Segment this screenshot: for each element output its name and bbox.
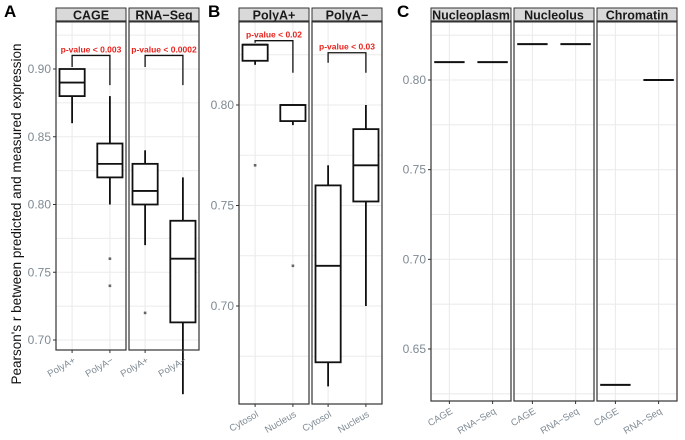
facet-strip [238, 7, 310, 23]
facet-frame [55, 20, 127, 351]
facet-strip [55, 7, 127, 23]
x-tick-label: PolyA− [157, 355, 189, 380]
facet-frame [430, 20, 512, 402]
box-iqr [241, 43, 269, 62]
facet-frame [128, 20, 200, 351]
facet-chromatin: Chromatin CAGE RNA−Seq [592, 7, 678, 437]
outlier-point [253, 164, 257, 167]
facet-nucleoplasm: Nucleoplasm CAGE RNA−Seq [426, 7, 512, 437]
facet-strip [513, 7, 595, 23]
significance-bracket [144, 54, 184, 86]
box-iqr [96, 142, 124, 179]
y-tick-label: 0.65 [403, 342, 427, 356]
panels: A 0.70 0.75 0.80 0.85 0.90 CAGE p-value < 0.003… [4, 2, 678, 437]
x-tick-label: PolyA+ [119, 355, 151, 380]
significance-bracket [327, 52, 367, 73]
p-value-label: p-value < 0.02 [246, 30, 302, 40]
facet-frame [596, 20, 678, 402]
x-tick-label: PolyA− [84, 355, 116, 380]
p-value-label: p-value < 0.03 [319, 42, 375, 52]
p-value-label: p-value < 0.0002 [131, 44, 197, 54]
facet-strip [128, 7, 200, 23]
y-tick-label: 0.80 [403, 73, 427, 87]
facet-strip [430, 7, 512, 23]
facet-title: Nucleoplasm [432, 9, 510, 23]
y-tick-label: 0.80 [28, 198, 52, 212]
facet-frame [513, 20, 595, 402]
facet-title: PolyA− [326, 9, 369, 23]
outlier-point [108, 257, 112, 260]
facet-title: Nucleolus [524, 9, 584, 23]
facet-strip [311, 7, 383, 23]
x-tick-label: PolyA+ [46, 355, 78, 380]
x-tick-label: CAGE [426, 406, 455, 429]
facet-title: PolyA+ [253, 9, 296, 23]
box-polya [58, 68, 86, 124]
y-tick-label: 0.90 [28, 62, 52, 76]
outlier-point [143, 311, 147, 315]
outlier-point [291, 264, 295, 268]
box-polya [169, 177, 197, 395]
x-tick-label: Cytosol [228, 409, 261, 434]
box-polya [131, 150, 159, 315]
panel-letter-B: B [208, 2, 220, 21]
facet-polya-: PolyA+ p-value < 0.02 Cytosol Nucleus [228, 7, 310, 436]
box-nucleus [352, 105, 380, 306]
facet-polya-: PolyA− p-value < 0.03 Cytosol Nucleus [301, 7, 383, 436]
x-tick-label: RNA−Seq [539, 406, 581, 437]
box-cytosol [314, 165, 342, 387]
y-tick-label: 0.70 [28, 333, 52, 347]
x-tick-label: Cytosol [301, 409, 334, 434]
box-iqr [314, 184, 342, 364]
facet-frame [311, 20, 383, 405]
x-tick-label: RNA−Seq [622, 406, 664, 437]
facet-nucleolus: Nucleolus CAGE RNA−Seq [509, 7, 595, 437]
y-tick-label: 0.70 [211, 299, 235, 313]
box-iqr [131, 162, 159, 206]
x-tick-label: CAGE [509, 406, 538, 429]
box-iqr [279, 104, 307, 122]
x-tick-label: CAGE [592, 406, 621, 429]
y-tick-label: 0.75 [28, 265, 52, 279]
y-tick-label: 0.75 [403, 163, 427, 177]
box-cytosol [241, 43, 269, 167]
significance-bracket [254, 40, 294, 73]
outlier-point [108, 284, 112, 288]
y-tick-label: 0.80 [211, 98, 235, 112]
panel-letter-A: A [4, 2, 16, 21]
y-axis-label: Pearson's r between predicted and measur… [9, 43, 24, 384]
panel-letter-C: C [397, 2, 409, 21]
facet-frame [238, 20, 310, 405]
panel-A: A 0.70 0.75 0.80 0.85 0.90 CAGE p-value < 0.003… [4, 2, 200, 395]
y-tick-label: 0.85 [28, 130, 52, 144]
y-tick-label: 0.70 [403, 252, 427, 266]
facet-strip [596, 7, 678, 23]
p-value-label: p-value < 0.003 [61, 44, 122, 54]
box-nucleus [279, 104, 307, 268]
box-iqr [169, 219, 197, 324]
facet-title: RNA−Seq [135, 9, 192, 23]
x-tick-label: RNA−Seq [456, 406, 498, 437]
significance-bracket [71, 54, 111, 86]
facet-title: CAGE [73, 9, 109, 23]
y-tick-label: 0.75 [211, 199, 235, 213]
x-tick-label: Nucleus [336, 409, 371, 436]
facet-title: Chromatin [606, 9, 669, 23]
panel-B: B 0.70 0.75 0.80 PolyA+ p-value < 0.02 Cytosol… [208, 2, 383, 436]
box-polya [96, 96, 124, 288]
facet-cage: CAGE p-value < 0.003 PolyA+ PolyA− [46, 7, 127, 380]
facet-rna-seq: RNA−Seq p-value < 0.0002 PolyA+ PolyA− [119, 7, 200, 395]
x-tick-label: Nucleus [263, 409, 298, 436]
